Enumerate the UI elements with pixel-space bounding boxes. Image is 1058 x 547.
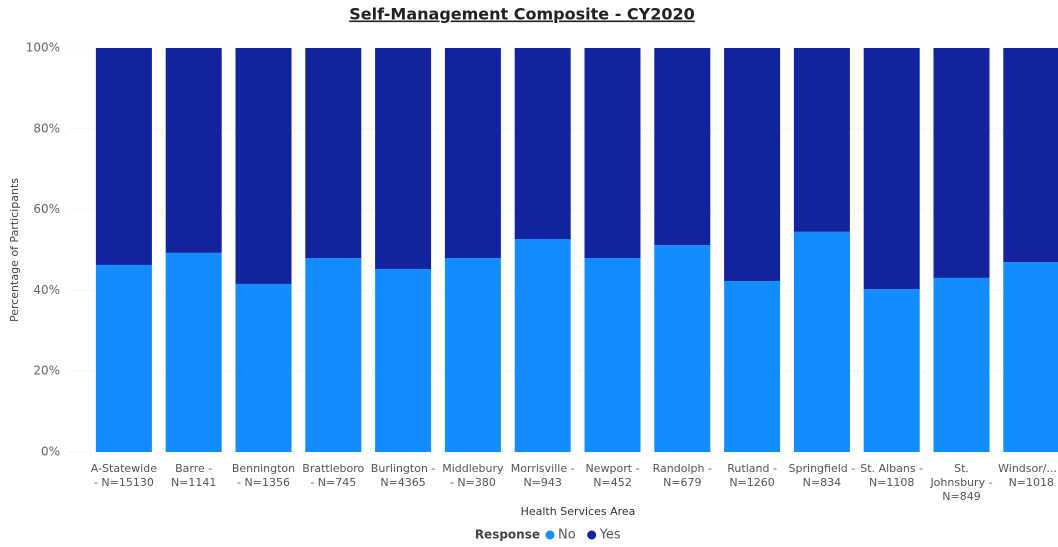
bar-segment	[793, 48, 850, 232]
chart-title: Self-Management Composite - CY2020	[349, 5, 695, 24]
x-tick-label: Morrisville - N=943	[510, 462, 575, 489]
x-tick-label: Windsor/... - N=1018	[998, 462, 1058, 489]
bar-segment	[724, 281, 781, 452]
bar-segment	[165, 48, 222, 253]
bar-segment	[375, 268, 432, 452]
x-tick-label: Barre - N=1141	[170, 462, 217, 489]
legend-label: Yes	[599, 528, 621, 543]
x-tick-label: Middlebury - N=380	[442, 462, 504, 489]
legend-marker	[545, 530, 555, 540]
bar-segment	[95, 264, 152, 452]
x-tick-label: Randolph - N=679	[652, 462, 712, 489]
legend-marker	[587, 530, 597, 540]
bar-segment	[165, 252, 222, 452]
bar-segment	[1003, 48, 1058, 263]
bar-segment	[235, 283, 292, 452]
legend-label: No	[558, 528, 576, 543]
x-tick-label: Burlington - N=4365	[370, 462, 436, 489]
bar-segment	[514, 239, 571, 452]
x-tick-label: Bennington - N=1356	[231, 462, 296, 489]
bar-segment	[584, 48, 641, 259]
y-tick-label: 20%	[33, 364, 60, 378]
x-tick-label: St. Albans - N=1108	[860, 462, 924, 489]
bar-segment	[514, 48, 571, 240]
x-tick-label: Newport - N=452	[585, 462, 640, 489]
y-tick-label: 100%	[26, 41, 60, 55]
bar-segment	[933, 48, 990, 278]
x-tick-label: Springfield - N=834	[788, 462, 856, 489]
bar-segment	[95, 48, 152, 265]
bar-segment	[305, 258, 362, 452]
y-tick-label: 60%	[33, 202, 60, 216]
bar-segment	[863, 48, 920, 290]
bar-segment	[444, 48, 501, 259]
bar-segment	[375, 48, 432, 269]
y-tick-label: 80%	[33, 121, 60, 135]
bar-segment	[724, 48, 781, 282]
bar-segment	[863, 289, 920, 452]
bar-segment	[1003, 262, 1058, 452]
bar-segment	[305, 48, 362, 259]
y-tick-label: 40%	[33, 283, 60, 297]
x-tick-label: Rutland - N=1260	[727, 462, 777, 489]
bar-segment	[654, 48, 711, 246]
y-axis-title: Percentage of Participants	[8, 178, 21, 322]
x-tick-label: Brattleboro - N=745	[302, 462, 365, 489]
x-tick-label: A-Statewide - N=15130	[90, 462, 157, 489]
y-tick-label: 0%	[41, 445, 60, 459]
bar-segment	[444, 258, 501, 452]
bar-segment	[793, 231, 850, 452]
bar-segment	[654, 245, 711, 452]
bar-segment	[933, 277, 990, 452]
bar-segment	[235, 48, 292, 284]
legend-title: Response	[475, 528, 540, 542]
bar-segment	[584, 258, 641, 452]
x-axis-title: Health Services Area	[521, 505, 636, 518]
x-tick-label: St. Johnsbury - N=849	[930, 462, 993, 503]
